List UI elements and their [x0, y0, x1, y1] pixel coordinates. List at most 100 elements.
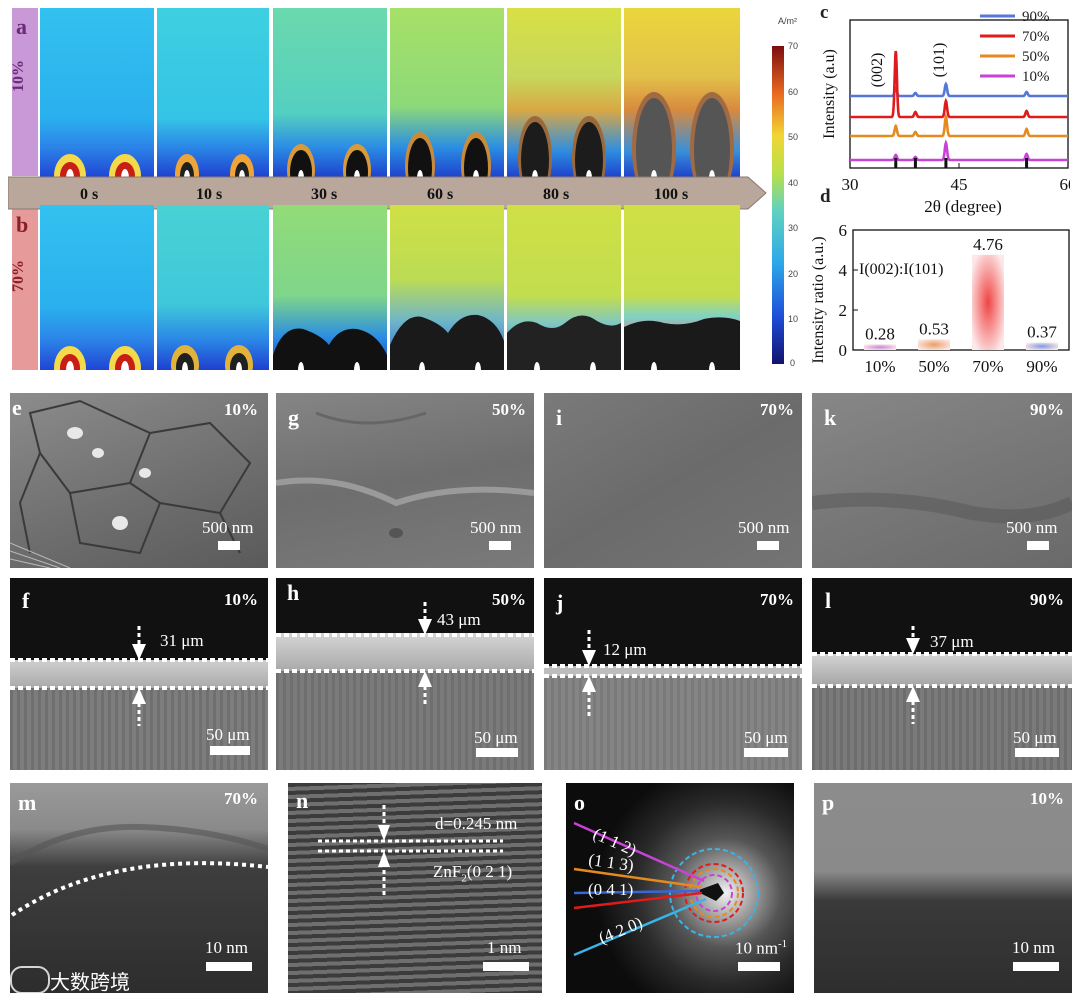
tem-p-pct: 10% — [1030, 789, 1064, 808]
xrd-annotation-002: (002) — [869, 53, 886, 88]
cb-tick-50: 50 — [788, 132, 799, 142]
tem-n-plane-rest: (0 2 1) — [466, 862, 513, 881]
panel-label-p: p — [822, 790, 835, 815]
panel-label-a: a — [16, 14, 27, 39]
ratio-bar-value-label: 4.76 — [973, 235, 1003, 254]
tem-n-plane: ZnF2(0 2 1) — [433, 862, 512, 884]
ratio-bar-10pct — [864, 344, 896, 350]
time-label-100s: 100 s — [654, 186, 689, 203]
ratio-frame — [852, 229, 1070, 351]
sem-top-scale-10: 500 nm — [202, 518, 254, 537]
sem-cross-scale-50: 50 μm — [474, 728, 518, 747]
row-label-box-b — [12, 205, 38, 370]
sim-70pct-80s — [507, 205, 621, 370]
thickness-markers — [10, 602, 1072, 726]
tem-o-ring-041: (0 4 1) — [588, 880, 634, 899]
xrd-legend-label: 70% — [1022, 29, 1050, 45]
ratio-annotation: I(002):I(101) — [859, 261, 943, 278]
sim-70pct-60s — [390, 205, 504, 370]
xrd-series-10pct — [850, 139, 1068, 162]
sem-cross-pct-70: 70% — [760, 590, 794, 609]
panel-label-h: h — [287, 580, 300, 605]
sem-top-pct-10: 10% — [224, 400, 258, 419]
time-label-30s: 30 s — [311, 186, 338, 203]
sem-cross-thickness-50: 43 μm — [437, 610, 481, 629]
xrd-x-tick-label: 60 — [1060, 175, 1071, 194]
panel-label-d: d — [820, 186, 831, 207]
scale-bar-e — [218, 541, 240, 550]
panel-label-c: c — [820, 2, 829, 23]
sim-10pct-80s — [507, 8, 621, 178]
sim-70pct-0s — [40, 205, 154, 370]
sem-cross-scale-90: 50 μm — [1013, 728, 1057, 747]
sem-top-scale-70: 500 nm — [738, 518, 790, 537]
ratio-bar-70pct — [972, 254, 1004, 350]
panel-label-o: o — [574, 790, 585, 815]
cb-tick-0: 0 — [790, 358, 796, 368]
sim-10pct-0s — [40, 8, 154, 178]
panel-label-e: e — [12, 395, 22, 420]
sim-10pct-30s — [273, 8, 387, 178]
cb-tick-30: 30 — [788, 223, 799, 233]
xrd-ref-stick — [944, 158, 948, 168]
scale-bar-i — [757, 541, 779, 550]
xrd-y-label: Intensity (a.u) — [821, 49, 838, 139]
cb-tick-40: 40 — [788, 178, 799, 188]
tem-n-markers — [318, 805, 503, 895]
xrd-ref-stick — [1025, 158, 1029, 168]
xrd-x-label: 2θ (degree) — [924, 197, 1002, 216]
sim-70pct-100s — [624, 205, 740, 370]
tem-n-plane-main: ZnF — [433, 862, 462, 881]
time-arrow — [8, 176, 767, 210]
sem-cross-scale-10: 50 μm — [206, 725, 250, 744]
panel-label-b: b — [16, 212, 29, 237]
time-label-80s: 80 s — [543, 186, 570, 203]
panel-label-n: n — [296, 788, 309, 813]
ratio-x-tick-label: 70% — [972, 357, 1003, 376]
tem-o-scale-sup: -1 — [777, 938, 788, 950]
watermark-text: 大数跨境 — [50, 970, 130, 994]
ratio-y-tick-label: 4 — [839, 261, 848, 280]
cb-tick-10: 10 — [788, 314, 799, 324]
ratio-y-tick-label: 2 — [839, 301, 848, 320]
tem-n — [288, 783, 542, 993]
sem-top-scale-90: 500 nm — [1006, 518, 1058, 537]
colorbar — [772, 46, 784, 364]
scale-bar-g — [489, 541, 511, 550]
sem-top-90pct — [812, 393, 1072, 568]
cb-tick-70: 70 — [788, 41, 799, 51]
ratio-bar-50pct — [918, 339, 950, 350]
sem-cross-thickness-10: 31 μm — [160, 631, 204, 650]
ratio-x-tick-label: 10% — [864, 357, 895, 376]
cb-tick-20: 20 — [788, 269, 799, 279]
row-label-70pct: 70% — [10, 260, 27, 292]
tem-n-dspacing: d=0.245 nm — [435, 814, 518, 833]
time-label-0s: 0 s — [80, 186, 99, 203]
ratio-y-tick-label: 0 — [839, 341, 848, 360]
scale-bar-k — [1027, 541, 1049, 550]
ratio-x-tick-label: 90% — [1026, 357, 1057, 376]
sem-top-10pct — [10, 393, 268, 568]
tem-p — [814, 783, 1072, 993]
sem-cross-thickness-90: 37 μm — [930, 632, 974, 651]
scale-bar-j — [744, 748, 788, 757]
ratio-bar-value-label: 0.53 — [919, 319, 949, 338]
xrd-ref-stick — [894, 158, 898, 168]
scale-bar-l — [1015, 748, 1059, 757]
xrd-chart: 90% 70% 50% 10% 30 45 60 2θ (degree) Intensity (… — [821, 9, 1071, 216]
ratio-bar-value-label: 0.37 — [1027, 323, 1057, 342]
scale-bar-m — [206, 962, 252, 971]
ratio-bar-90pct — [1026, 342, 1058, 350]
tem-o — [566, 783, 794, 993]
xrd-annotation-101: (101) — [931, 43, 948, 78]
time-label-10s: 10 s — [196, 186, 223, 203]
panel-label-g: g — [288, 405, 299, 430]
panel-label-m: m — [18, 790, 37, 815]
sem-cross-pct-50: 50% — [492, 590, 526, 609]
watermark-logo-icon — [10, 966, 50, 994]
tem-p-scale: 10 nm — [1012, 938, 1055, 957]
sem-cross-10pct — [10, 578, 268, 770]
sem-cross-thickness-70: 12 μm — [603, 640, 647, 659]
xrd-ref-stick — [913, 158, 917, 168]
sem-cross-scale-70: 50 μm — [744, 728, 788, 747]
